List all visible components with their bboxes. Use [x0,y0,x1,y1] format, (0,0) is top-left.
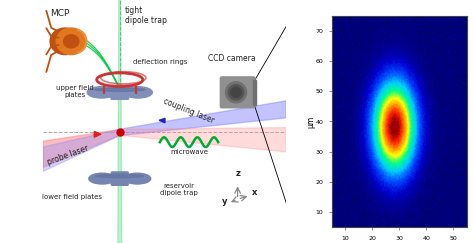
FancyBboxPatch shape [254,80,256,105]
Text: x: x [252,188,257,197]
Ellipse shape [64,35,79,48]
Ellipse shape [56,28,86,55]
X-axis label: μm: μm [393,242,405,243]
FancyBboxPatch shape [116,174,123,183]
Polygon shape [43,130,120,167]
Polygon shape [120,101,286,136]
Text: deflection rings: deflection rings [133,59,187,65]
Ellipse shape [95,88,145,91]
Text: z: z [235,169,240,178]
Polygon shape [43,129,120,171]
Ellipse shape [228,85,244,100]
Text: probe laser: probe laser [46,144,90,167]
Text: CCD camera: CCD camera [208,54,255,63]
Text: MCP: MCP [51,9,70,18]
Polygon shape [118,0,122,243]
Ellipse shape [124,87,152,98]
Ellipse shape [226,82,246,103]
FancyBboxPatch shape [111,172,128,185]
Text: coupling laser: coupling laser [162,96,216,125]
Ellipse shape [124,173,151,184]
Polygon shape [159,118,165,123]
Ellipse shape [87,87,116,98]
Ellipse shape [89,173,116,184]
Text: reservoir
dipole trap: reservoir dipole trap [160,183,198,196]
Ellipse shape [50,28,80,55]
Text: upper field
plates: upper field plates [56,85,94,98]
Ellipse shape [231,87,241,97]
Polygon shape [94,131,101,137]
Polygon shape [120,128,286,152]
FancyBboxPatch shape [111,85,128,99]
Ellipse shape [96,174,144,178]
FancyBboxPatch shape [116,87,123,97]
FancyBboxPatch shape [220,77,255,108]
Text: tight
dipole trap: tight dipole trap [125,6,166,26]
Text: lower field plates: lower field plates [42,194,102,200]
Text: y: y [221,197,227,206]
Text: microwave: microwave [170,149,208,155]
Y-axis label: μm: μm [307,115,316,128]
